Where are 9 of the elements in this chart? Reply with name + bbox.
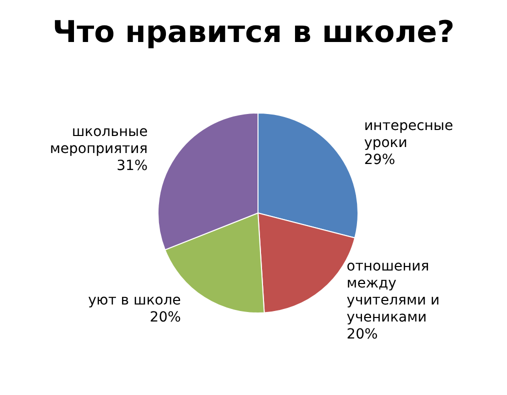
slice-label: интересные уроки: [364, 118, 454, 151]
chart-title: Что нравится в школе?: [52, 14, 456, 52]
slice-label: школьные мероприятия: [50, 124, 148, 157]
data-label: 20%: [346, 326, 378, 343]
slice-label: отношения между учителями и учениками: [346, 258, 440, 326]
data-label: 31%: [116, 158, 148, 174]
data-label: 20%: [150, 310, 181, 326]
slice-label: уют в школе: [88, 292, 181, 309]
data-label: 29%: [364, 152, 396, 168]
